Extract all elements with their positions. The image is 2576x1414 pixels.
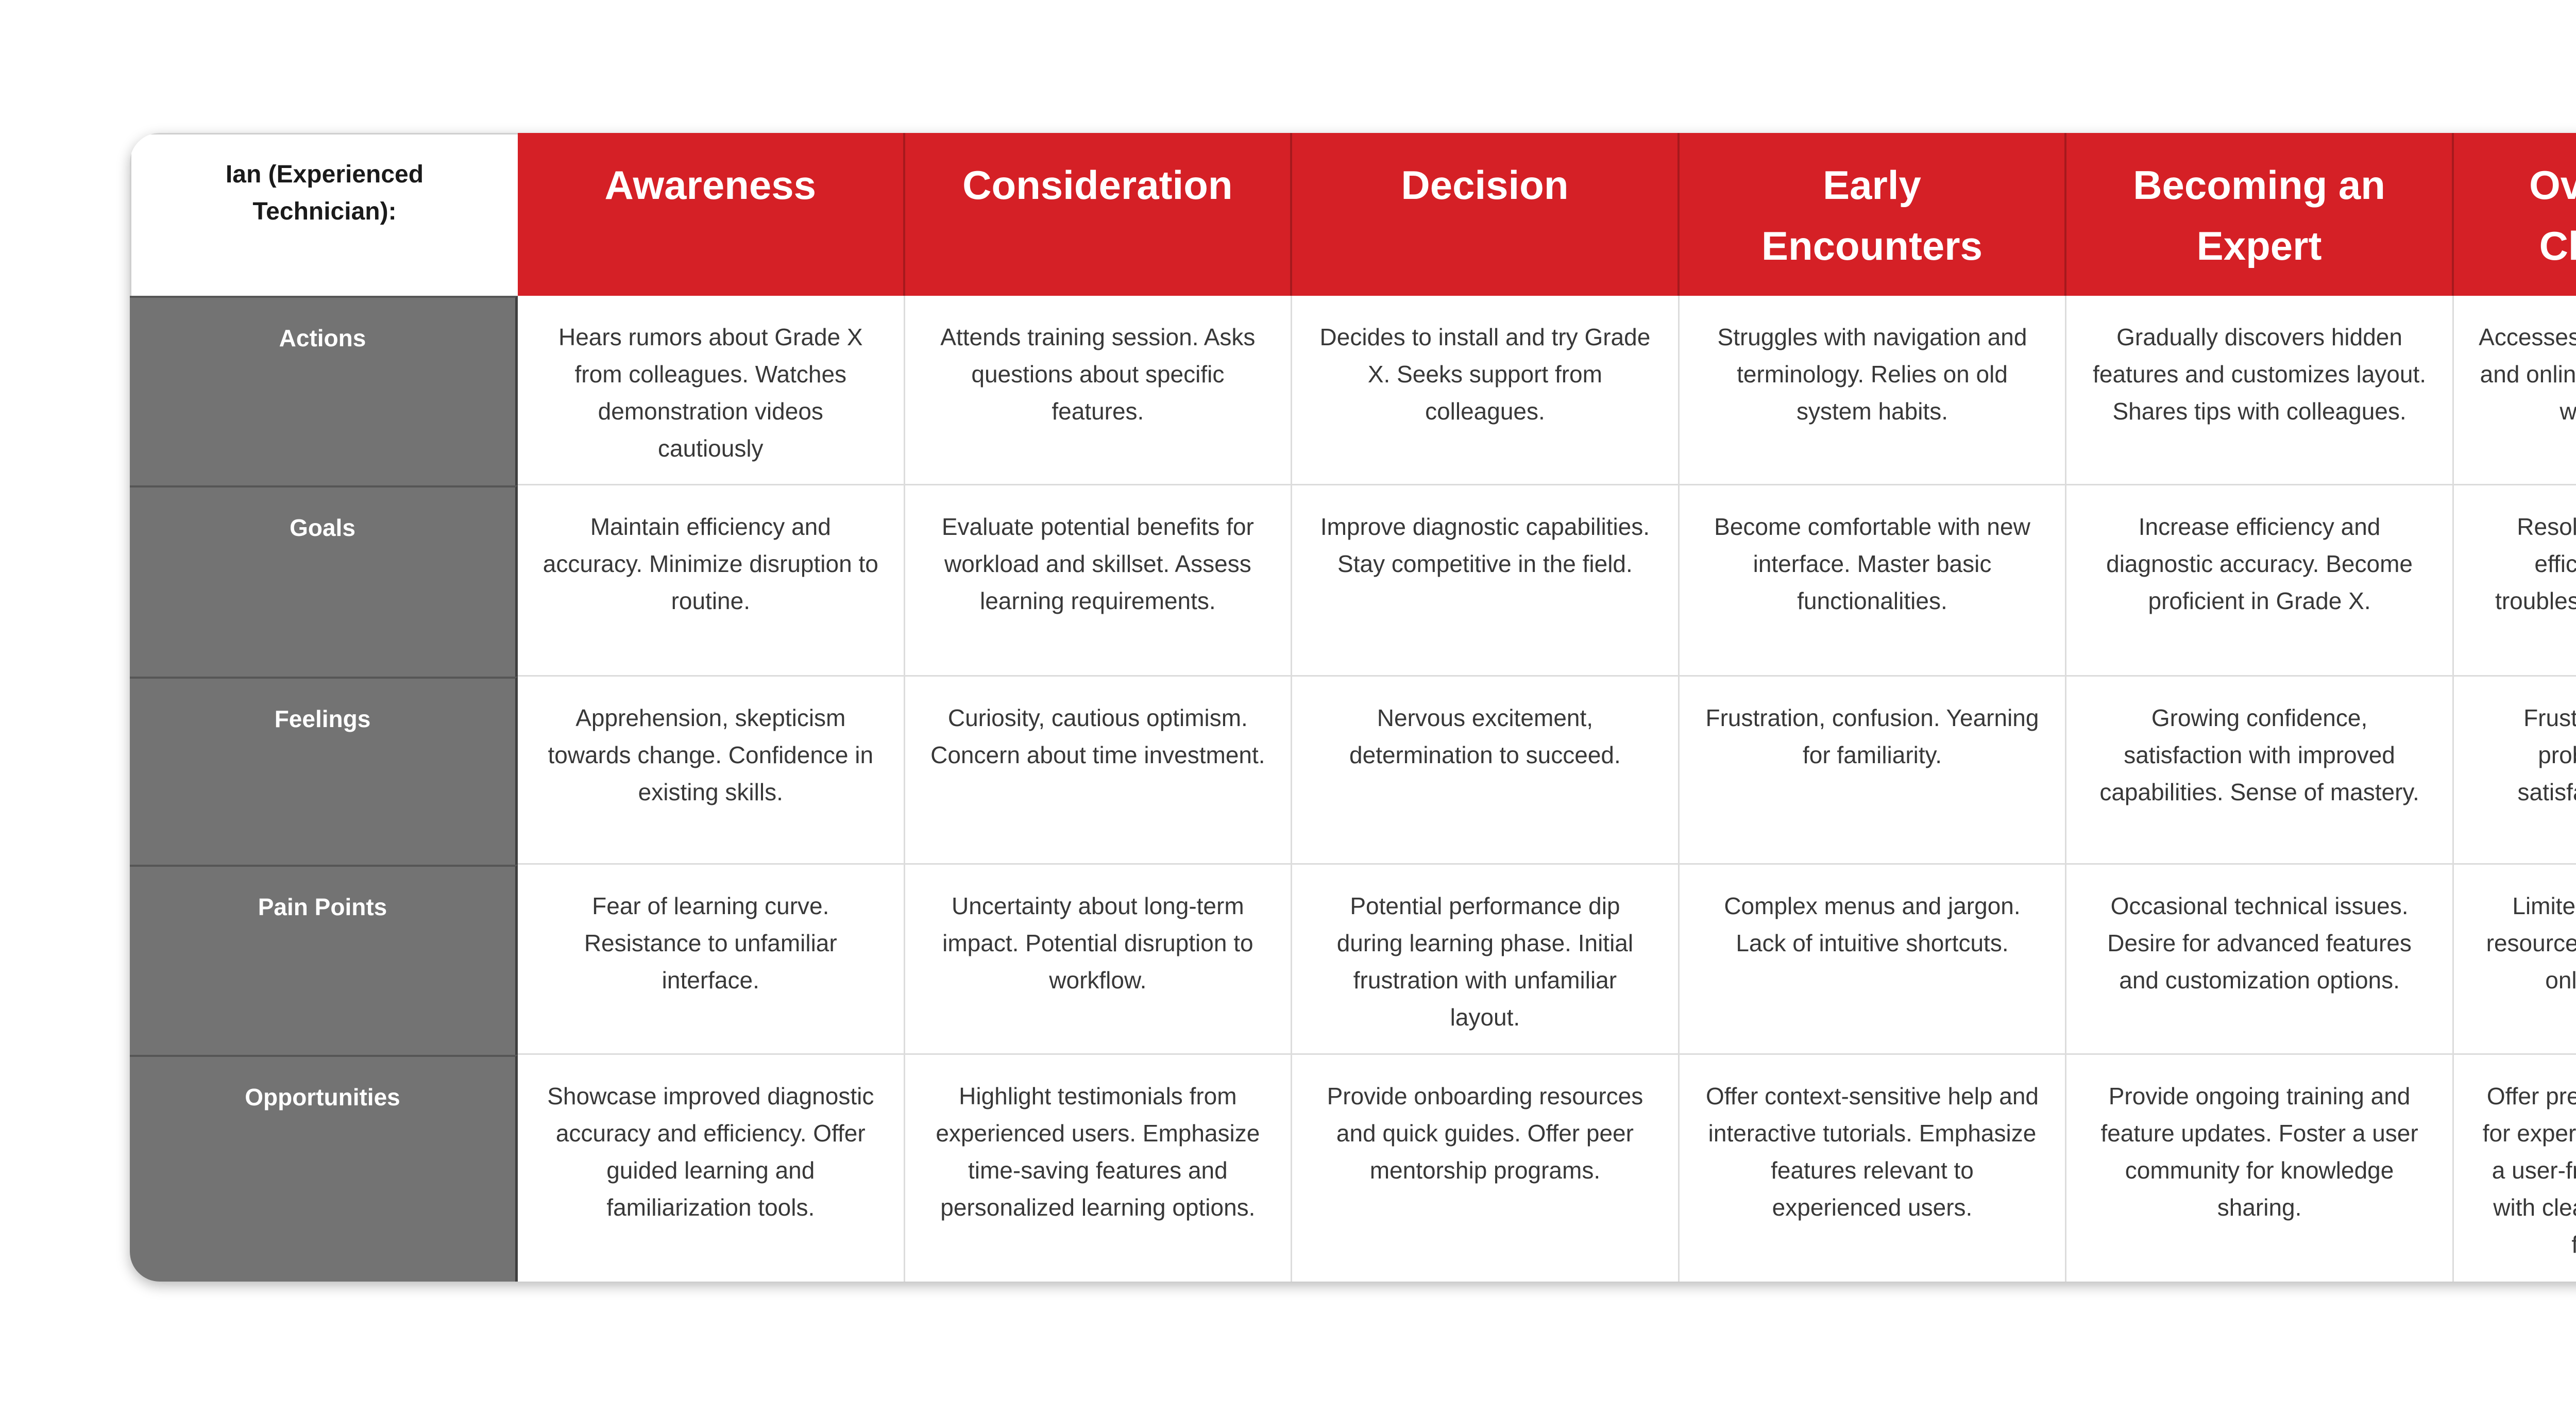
body-cell: Occasional technical issues. Desire for … <box>2066 865 2454 1055</box>
body-cell: Improve diagnostic capabilities. Stay co… <box>1292 485 1680 677</box>
journey-map-table: Ian (Experienced Technician): Awareness … <box>130 133 2576 1282</box>
body-cell: Evaluate potential benefits for workload… <box>905 485 1293 677</box>
body-cell: Apprehension, skepticism towards change.… <box>518 677 905 865</box>
row-label-goals: Goals <box>130 485 518 677</box>
body-cell: Nervous excitement, determination to suc… <box>1292 677 1680 865</box>
body-cell: Limited access to support resources. Dif… <box>2453 865 2576 1055</box>
body-cell: Offer premium support options for experi… <box>2453 1055 2576 1282</box>
body-cell: Provide onboarding resources and quick g… <box>1292 1055 1680 1282</box>
body-cell: Growing confidence, satisfaction with im… <box>2066 677 2454 865</box>
body-cell: Uncertainty about long-term impact. Pote… <box>905 865 1293 1055</box>
row-label-pain-points: Pain Points <box>130 865 518 1055</box>
column-header-consideration: Consideration <box>905 133 1293 296</box>
body-cell: Curiosity, cautious optimism. Concern ab… <box>905 677 1293 865</box>
body-cell: Showcase improved diagnostic accuracy an… <box>518 1055 905 1282</box>
body-cell: Highlight testimonials from experienced … <box>905 1055 1293 1282</box>
body-cell: Gradually discovers hidden features and … <box>2066 296 2454 485</box>
column-header-overcoming-challenges: Overcoming Challenges <box>2453 133 2576 296</box>
body-cell: Increase efficiency and diagnostic accur… <box>2066 485 2454 677</box>
row-label-actions: Actions <box>130 296 518 485</box>
body-cell: Attends training session. Asks questions… <box>905 296 1293 485</box>
row-label-feelings: Feelings <box>130 677 518 865</box>
column-header-awareness: Awareness <box>518 133 905 296</box>
body-cell: Provide ongoing training and feature upd… <box>2066 1055 2454 1282</box>
body-cell: Hears rumors about Grade X from colleagu… <box>518 296 905 485</box>
row-label-opportunities: Opportunities <box>130 1055 518 1282</box>
body-cell: Become comfortable with new interface. M… <box>1679 485 2067 677</box>
body-cell: Decides to install and try Grade X. Seek… <box>1292 296 1680 485</box>
body-cell: Potential performance dip during learnin… <box>1292 865 1680 1055</box>
column-header-early-encounters: Early Encounters <box>1679 133 2067 296</box>
body-cell: Fear of learning curve. Resistance to un… <box>518 865 905 1055</box>
body-cell: Resolve technical issues efficiently. Le… <box>2453 485 2576 677</box>
column-header-decision: Decision <box>1292 133 1680 296</box>
body-cell: Frustration, confusion. Yearning for fam… <box>1679 677 2067 865</box>
column-header-becoming-an-expert: Becoming an Expert <box>2066 133 2454 296</box>
persona-header-cell: Ian (Experienced Technician): <box>130 133 518 296</box>
body-cell: Complex menus and jargon. Lack of intuit… <box>1679 865 2067 1055</box>
body-cell: Struggles with navigation and terminolog… <box>1679 296 2067 485</box>
body-cell: Accesses context-sensitive help and onli… <box>2453 296 2576 485</box>
body-cell: Offer context-sensitive help and interac… <box>1679 1055 2067 1282</box>
body-cell: Maintain efficiency and accuracy. Minimi… <box>518 485 905 677</box>
body-cell: Frustration when facing problems. Relief… <box>2453 677 2576 865</box>
